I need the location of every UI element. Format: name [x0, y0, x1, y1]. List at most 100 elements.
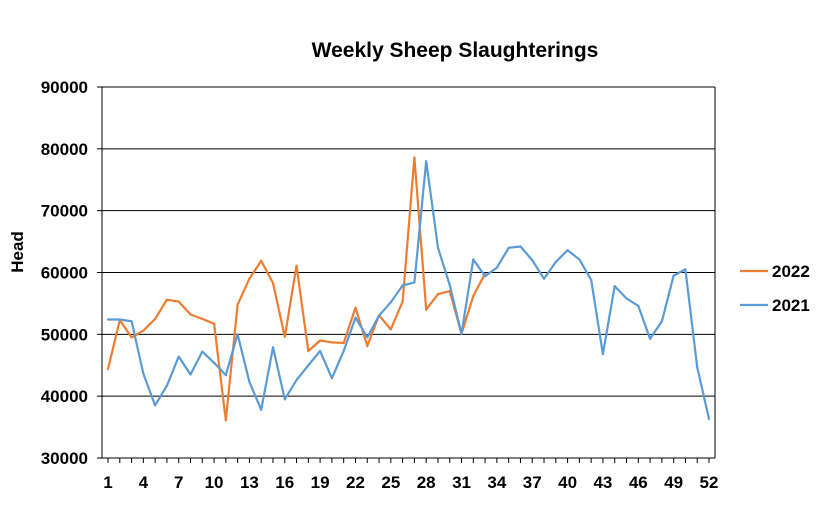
data-point-2021: [578, 258, 581, 261]
data-point-2021: [472, 258, 475, 261]
data-point-2021: [696, 366, 699, 369]
data-point-2021: [319, 349, 322, 353]
data-point-2021: [189, 373, 192, 376]
data-point-2021: [307, 364, 310, 367]
data-point-2021: [201, 350, 204, 353]
x-tick-label: 37: [523, 473, 542, 492]
data-point-2021: [295, 379, 298, 382]
gridlines: [102, 86, 715, 397]
chart-title: Weekly Sheep Slaughterings: [312, 39, 599, 62]
y-tick-label: 50000: [41, 325, 88, 344]
data-point-2022: [401, 300, 404, 303]
data-point-2022: [295, 264, 298, 267]
data-point-2021: [542, 277, 546, 280]
x-tick-label: 10: [205, 473, 224, 492]
data-point-2022: [142, 329, 145, 332]
data-point-2021: [118, 318, 121, 321]
x-tick-label: 16: [275, 473, 294, 492]
data-point-2021: [366, 336, 369, 339]
data-point-2022: [177, 300, 180, 303]
data-point-2022: [236, 303, 239, 306]
data-point-2021: [495, 266, 498, 269]
data-point-2021: [436, 246, 440, 249]
x-tick-label: 25: [381, 473, 400, 492]
data-point-2021: [154, 404, 157, 407]
data-point-2021: [531, 259, 534, 262]
data-point-2021: [601, 353, 605, 356]
data-point-2022: [271, 281, 275, 285]
data-point-2021: [566, 249, 569, 252]
data-point-2022: [436, 293, 440, 296]
data-point-2021: [672, 274, 675, 277]
data-point-2021: [484, 275, 487, 278]
data-point-2021: [707, 417, 711, 421]
data-point-2021: [377, 314, 381, 317]
data-point-2021: [460, 332, 463, 335]
x-tick-label: 13: [240, 473, 259, 492]
y-tick-label: 40000: [41, 387, 88, 406]
data-point-2021: [590, 278, 593, 281]
data-point-2021: [389, 301, 392, 304]
data-point-2021: [248, 380, 251, 383]
x-tick-label: 1: [103, 473, 112, 492]
data-point-2022: [330, 341, 333, 344]
x-tick-label: 31: [452, 473, 471, 492]
data-point-2022: [283, 335, 286, 338]
data-point-2022: [354, 306, 357, 309]
series-lines: [106, 156, 711, 422]
data-point-2021: [342, 349, 345, 353]
data-point-2021: [130, 320, 133, 323]
data-point-2021: [554, 260, 557, 264]
y-tick-label: 70000: [41, 202, 88, 221]
x-tick-label: 7: [174, 473, 183, 492]
data-point-2021: [425, 160, 428, 163]
data-point-2021: [224, 374, 227, 377]
data-point-2022: [165, 298, 168, 301]
y-axis-label: Head: [8, 231, 27, 273]
data-point-2021: [448, 283, 451, 286]
data-point-2021: [106, 318, 110, 321]
data-point-2021: [519, 245, 522, 248]
data-point-2021: [507, 246, 510, 249]
data-point-2022: [413, 156, 416, 159]
data-point-2022: [425, 308, 428, 311]
y-tick-label: 30000: [41, 449, 88, 468]
data-point-2022: [224, 419, 227, 422]
x-tick-label: 46: [629, 473, 648, 492]
legend-label-2022: 2022: [772, 262, 810, 281]
data-point-2021: [236, 333, 239, 336]
data-point-2021: [177, 355, 180, 358]
data-point-2022: [130, 336, 133, 339]
data-point-2022: [106, 367, 110, 371]
y-axis-ticks: 30000 40000 50000 60000 70000 80000 90000: [41, 78, 102, 468]
data-point-2021: [684, 268, 687, 271]
x-tick-label: 34: [487, 473, 506, 492]
x-tick-label: 49: [664, 473, 683, 492]
data-point-2021: [413, 281, 416, 284]
y-tick-label: 60000: [41, 264, 88, 283]
data-point-2021: [354, 316, 357, 319]
series-line-2021: [108, 160, 711, 420]
data-point-2022: [472, 294, 475, 298]
data-point-2022: [260, 259, 263, 262]
data-point-2022: [366, 345, 369, 348]
data-point-2021: [283, 398, 286, 401]
data-point-2022: [189, 313, 192, 316]
x-tick-label: 22: [346, 473, 365, 492]
data-point-2021: [165, 384, 168, 387]
data-point-2022: [342, 341, 345, 345]
data-point-2021: [142, 372, 145, 375]
legend: 2022 2021: [740, 262, 810, 315]
data-point-2022: [201, 317, 204, 320]
data-point-2022: [154, 317, 157, 320]
x-tick-label: 40: [558, 473, 577, 492]
data-point-2021: [637, 304, 640, 307]
x-tick-label: 52: [700, 473, 719, 492]
data-point-2021: [613, 285, 616, 288]
data-point-2021: [401, 284, 404, 287]
data-point-2022: [389, 328, 392, 331]
data-point-2022: [213, 322, 216, 325]
data-point-2021: [660, 320, 664, 323]
data-point-2021: [271, 346, 275, 349]
x-tick-label: 19: [311, 473, 330, 492]
